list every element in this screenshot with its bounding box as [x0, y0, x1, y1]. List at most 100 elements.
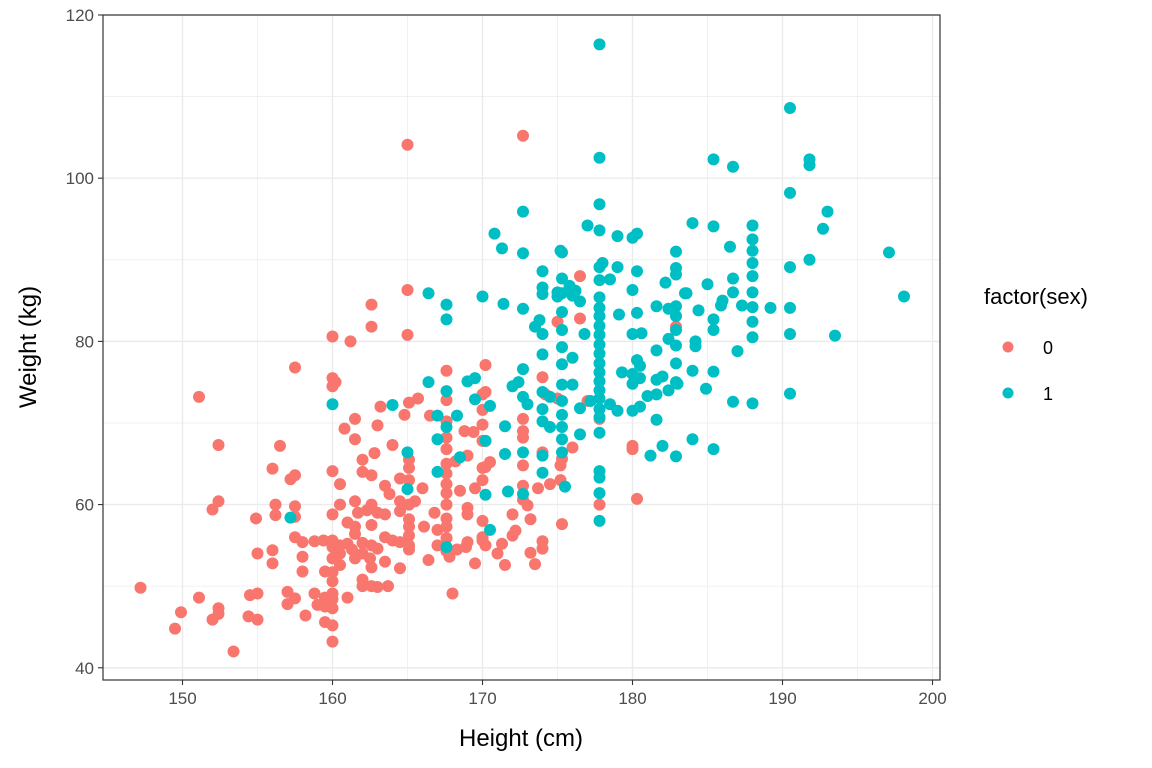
point-series-0 [326, 593, 339, 606]
point-series-1 [784, 186, 796, 199]
point-series-0 [496, 537, 508, 550]
point-series-0 [394, 562, 406, 575]
x-tick-label: 170 [468, 689, 496, 708]
point-series-1 [517, 487, 529, 500]
panel-border [102, 14, 941, 681]
point-series-1 [650, 344, 663, 357]
point-series-0 [574, 312, 586, 325]
point-series-1 [784, 261, 796, 274]
point-series-0 [251, 613, 264, 626]
point-series-0 [446, 587, 459, 600]
point-series-1 [431, 433, 444, 446]
point-series-0 [269, 509, 282, 522]
point-series-0 [382, 580, 394, 593]
point-series-0 [403, 520, 415, 533]
point-series-1 [613, 308, 625, 321]
point-series-1 [593, 38, 606, 51]
point-series-1 [284, 511, 297, 524]
point-series-1 [644, 449, 657, 462]
point-series-1 [593, 392, 606, 405]
point-series-1 [656, 370, 669, 383]
point-series-1 [707, 323, 720, 336]
point-series-0 [334, 498, 346, 511]
point-series-0 [326, 575, 339, 588]
point-series-1 [569, 284, 582, 297]
point-series-1 [746, 286, 759, 299]
point-series-1 [635, 327, 648, 340]
point-series-1 [556, 433, 568, 446]
point-series-1 [499, 420, 511, 433]
point-series-0 [334, 547, 346, 560]
point-series-1 [746, 219, 759, 232]
point-series-0 [365, 298, 378, 311]
point-series-1 [488, 227, 501, 240]
point-series-1 [641, 390, 654, 403]
point-series-1 [692, 304, 705, 317]
point-series-0 [394, 472, 406, 485]
point-series-1 [670, 310, 682, 323]
point-series-0 [443, 550, 456, 563]
point-series-1 [727, 395, 739, 408]
point-series-1 [556, 323, 568, 336]
point-series-0 [566, 441, 579, 454]
point-series-1 [593, 338, 606, 351]
point-series-1 [593, 366, 606, 379]
point-series-1 [670, 339, 682, 352]
point-series-1 [574, 295, 586, 308]
point-series-0 [212, 495, 225, 508]
point-series-0 [251, 547, 264, 560]
point-series-1 [631, 265, 643, 278]
point-series-1 [626, 328, 639, 341]
grid-minor [103, 15, 940, 680]
point-series-1 [454, 451, 466, 464]
point-series-0 [440, 443, 453, 456]
point-series-1 [440, 421, 453, 434]
point-series-0 [269, 498, 282, 511]
point-series-1 [746, 301, 759, 314]
x-tick-label: 200 [918, 689, 946, 708]
point-series-1 [659, 276, 672, 289]
point-series-1 [469, 393, 481, 406]
point-series-1 [746, 257, 759, 270]
point-series-0 [574, 270, 586, 283]
point-series-1 [593, 291, 606, 304]
legend-key-0 [1002, 341, 1014, 353]
point-series-1 [631, 306, 643, 319]
point-series-1 [574, 428, 586, 441]
point-series-0 [364, 552, 376, 565]
point-series-0 [296, 550, 309, 563]
point-series-1 [716, 294, 729, 307]
point-series-1 [611, 404, 624, 417]
point-series-1 [707, 153, 720, 166]
point-series-0 [521, 499, 534, 512]
point-series-1 [496, 242, 508, 255]
point-series-0 [403, 396, 415, 409]
x-axis-ticks: 150 160 170 180 190 200 [168, 680, 947, 708]
point-series-1 [671, 377, 684, 390]
point-series-0 [349, 412, 361, 425]
x-tick-label: 180 [618, 689, 646, 708]
point-series-0 [134, 581, 147, 594]
point-series-1 [479, 488, 492, 501]
y-tick-label: 80 [75, 332, 94, 351]
point-series-1 [536, 449, 549, 462]
data-points [134, 38, 910, 658]
point-series-0 [440, 487, 453, 500]
point-series-0 [349, 495, 361, 508]
point-series-1 [707, 443, 720, 456]
point-series-1 [670, 268, 682, 281]
point-series-1 [727, 272, 739, 285]
point-series-0 [266, 462, 279, 475]
point-series-0 [334, 558, 346, 571]
point-series-1 [593, 347, 606, 360]
point-series-0 [484, 456, 496, 469]
point-series-1 [700, 382, 712, 395]
point-series-0 [469, 557, 481, 570]
point-series-0 [416, 482, 429, 495]
point-series-0 [476, 514, 489, 527]
point-series-1 [556, 394, 568, 407]
point-series-1 [440, 298, 453, 311]
point-series-1 [593, 328, 606, 341]
point-series-1 [604, 273, 616, 286]
point-series-1 [544, 421, 556, 434]
